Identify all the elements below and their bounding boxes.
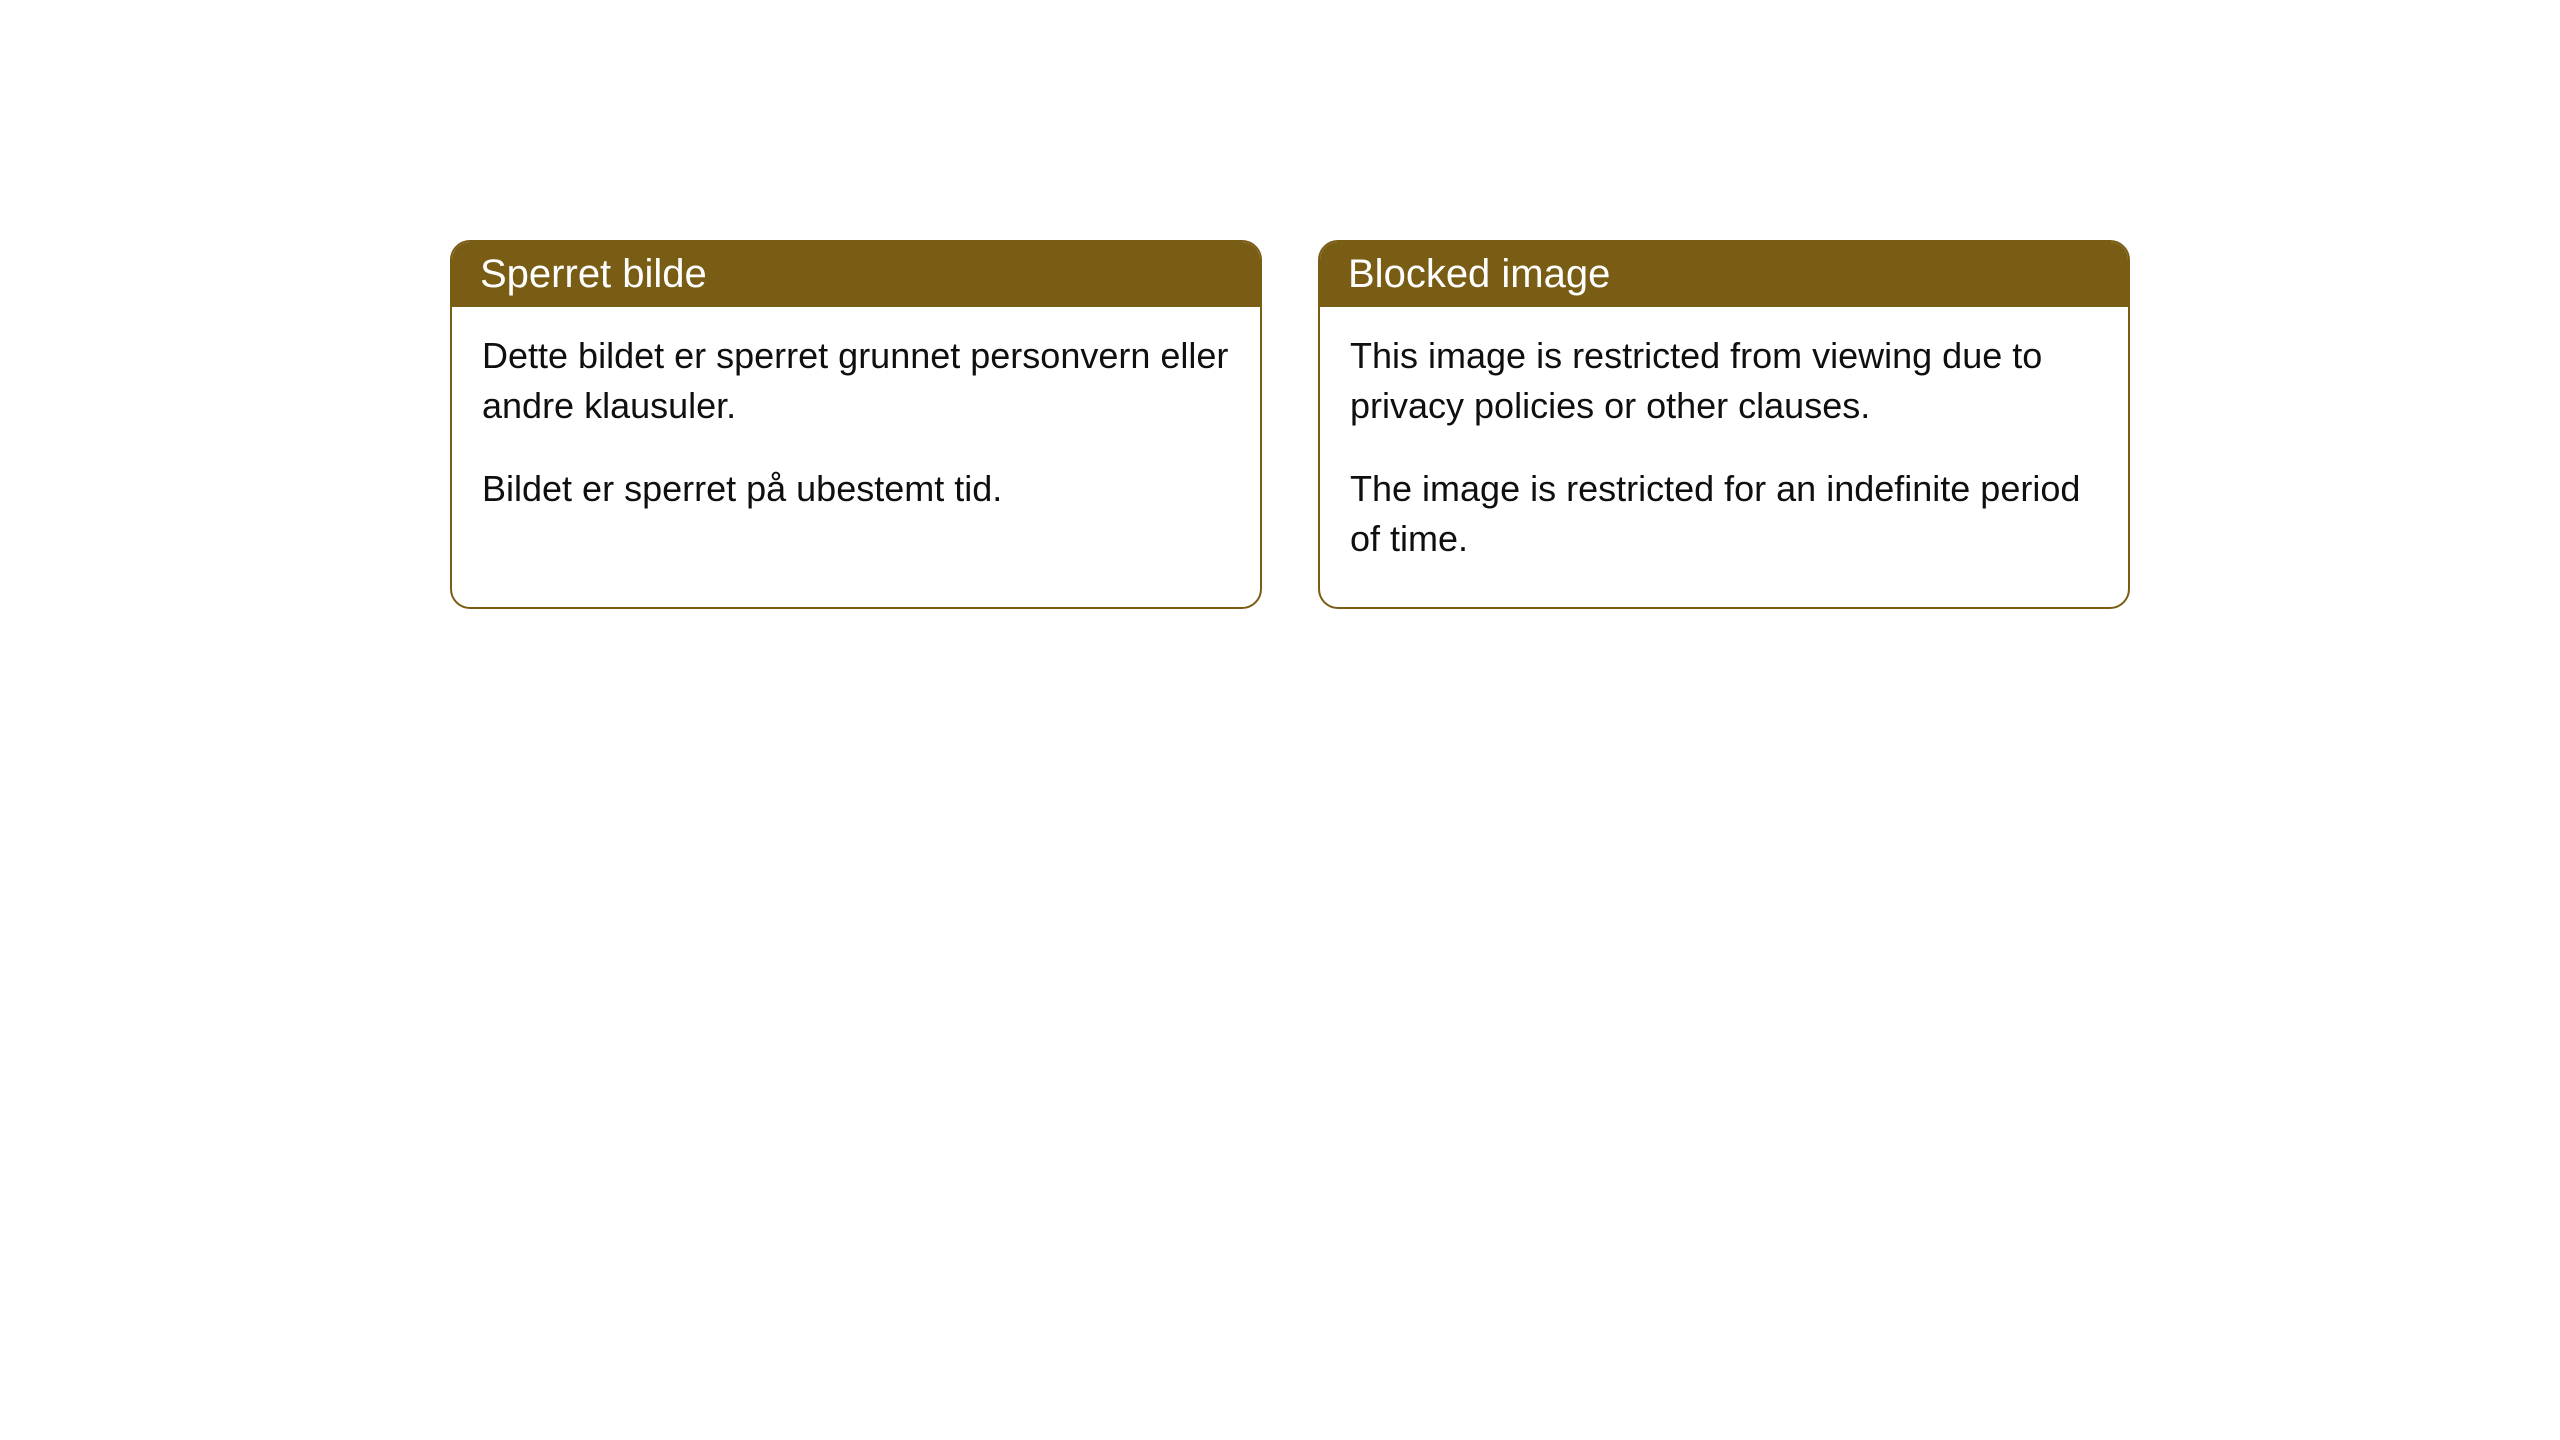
- card-paragraph: Dette bildet er sperret grunnet personve…: [482, 331, 1230, 432]
- card-header: Sperret bilde: [452, 242, 1260, 307]
- card-paragraph: The image is restricted for an indefinit…: [1350, 464, 2098, 565]
- card-body: Dette bildet er sperret grunnet personve…: [452, 307, 1260, 556]
- card-header: Blocked image: [1320, 242, 2128, 307]
- blocked-image-card-en: Blocked image This image is restricted f…: [1318, 240, 2130, 609]
- card-paragraph: This image is restricted from viewing du…: [1350, 331, 2098, 432]
- card-body: This image is restricted from viewing du…: [1320, 307, 2128, 607]
- card-paragraph: Bildet er sperret på ubestemt tid.: [482, 464, 1230, 514]
- cards-container: Sperret bilde Dette bildet er sperret gr…: [0, 0, 2560, 609]
- blocked-image-card-no: Sperret bilde Dette bildet er sperret gr…: [450, 240, 1262, 609]
